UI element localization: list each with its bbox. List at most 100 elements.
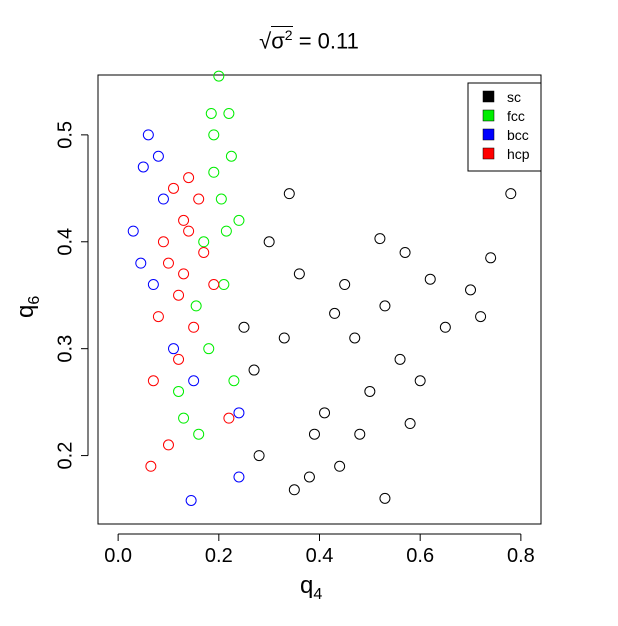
point-fcc (228, 375, 240, 387)
point-hcp (162, 439, 174, 451)
point-bcc (127, 225, 139, 237)
point-hcp (183, 225, 195, 237)
legend-box (467, 82, 542, 172)
point-fcc (193, 428, 205, 440)
title-value: = 0.11 (292, 28, 359, 54)
x-axis: 0.0 0.2 0.4 0.6 0.8 (104, 533, 535, 567)
point-bcc (152, 150, 164, 162)
point-sc (399, 246, 411, 258)
point-hcp (162, 257, 174, 269)
chart-title: √σ2 = 0.11 (0, 26, 618, 54)
x-tick-label: 0.6 (406, 545, 434, 567)
point-bcc (147, 279, 159, 291)
point-hcp (173, 353, 185, 365)
point-sc (374, 233, 386, 245)
point-sc (253, 450, 265, 462)
point-fcc (190, 300, 202, 312)
point-sc (334, 460, 346, 472)
legend-swatch-hcp (482, 147, 495, 160)
point-sc (414, 375, 426, 387)
point-sc (505, 188, 517, 200)
point-bcc (168, 343, 180, 355)
point-sc (283, 188, 295, 200)
point-hcp (193, 193, 205, 205)
point-bcc (185, 494, 197, 506)
point-bcc (137, 161, 149, 173)
point-sc (303, 471, 315, 483)
point-sc (485, 252, 497, 264)
point-fcc (220, 225, 232, 237)
point-sc (394, 353, 406, 365)
data-points (127, 70, 517, 506)
point-fcc (203, 343, 215, 355)
plot-frame (97, 74, 542, 525)
point-hcp (178, 268, 190, 280)
point-sc (364, 385, 376, 397)
point-fcc (208, 166, 220, 178)
legend-label-hcp: hcp (507, 146, 530, 162)
x-axis-label: q4 (300, 572, 323, 603)
point-sc (263, 236, 275, 248)
point-sc (278, 332, 290, 344)
point-fcc (218, 279, 230, 291)
point-hcp (152, 311, 164, 323)
y-tick-label: 0.3 (54, 335, 76, 363)
point-fcc (173, 385, 185, 397)
point-sc (424, 273, 436, 285)
point-sc (439, 321, 451, 333)
point-sc (319, 407, 331, 419)
y-tick-label: 0.5 (54, 121, 76, 149)
legend-swatch-fcc (482, 109, 495, 122)
point-sc (404, 418, 416, 430)
x-tick-label: 0.0 (104, 545, 132, 567)
point-hcp (208, 279, 220, 291)
point-hcp (223, 412, 235, 424)
legend-label-bcc: bcc (507, 127, 529, 143)
point-sc (288, 484, 300, 496)
point-bcc (135, 257, 147, 269)
point-fcc (198, 236, 210, 248)
point-sc (379, 492, 391, 504)
point-bcc (233, 407, 245, 419)
y-tick-label: 0.2 (54, 442, 76, 470)
point-sc (349, 332, 361, 344)
x-tick-label: 0.2 (205, 545, 233, 567)
point-hcp (198, 246, 210, 258)
y-axis: 0.2 0.3 0.4 0.5 (54, 121, 89, 470)
point-hcp (173, 289, 185, 301)
point-bcc (233, 471, 245, 483)
point-bcc (157, 193, 169, 205)
point-hcp (188, 321, 200, 333)
point-fcc (205, 107, 217, 119)
point-fcc (215, 193, 227, 205)
legend-label-fcc: fcc (507, 108, 525, 124)
point-bcc (142, 129, 154, 141)
point-hcp (168, 182, 180, 194)
y-axis-label: q6 (12, 295, 43, 318)
y-tick-label: 0.4 (54, 228, 76, 256)
point-sc (465, 284, 477, 296)
point-sc (293, 268, 305, 280)
point-sc (308, 428, 320, 440)
point-fcc (213, 70, 225, 82)
legend: sc fcc bcc hcp (467, 82, 542, 172)
point-hcp (147, 375, 159, 387)
legend-swatch-sc (482, 90, 495, 103)
point-sc (475, 311, 487, 323)
point-fcc (223, 107, 235, 119)
point-sc (248, 364, 260, 376)
point-hcp (183, 172, 195, 184)
point-bcc (188, 375, 200, 387)
x-tick-label: 0.8 (507, 545, 535, 567)
point-fcc (178, 412, 190, 424)
legend-label-sc: sc (507, 89, 521, 105)
point-hcp (157, 236, 169, 248)
x-tick-label: 0.4 (306, 545, 334, 567)
point-sc (339, 279, 351, 291)
point-hcp (145, 460, 157, 472)
point-sc (238, 321, 250, 333)
point-hcp (178, 214, 190, 226)
point-sc (354, 428, 366, 440)
point-sc (329, 307, 341, 319)
